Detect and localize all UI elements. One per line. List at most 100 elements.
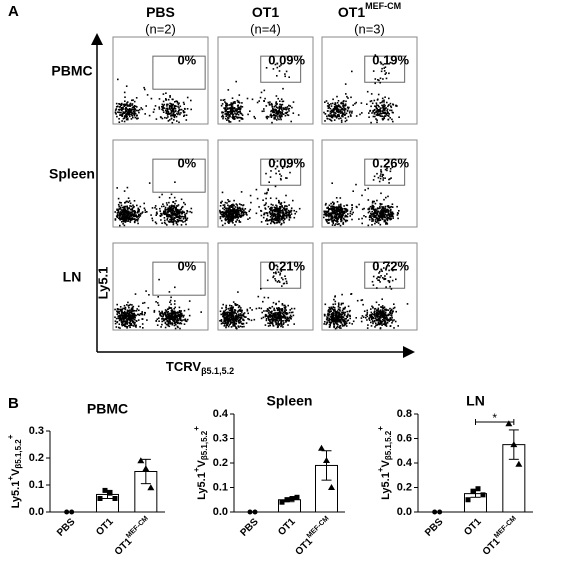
event-dot bbox=[388, 206, 390, 209]
event-dot bbox=[136, 215, 138, 218]
event-dot bbox=[163, 210, 165, 213]
event-dot bbox=[365, 216, 367, 218]
event-dot bbox=[235, 80, 237, 83]
event-dot bbox=[341, 323, 344, 326]
event-dot bbox=[339, 197, 342, 199]
event-dot bbox=[128, 312, 130, 315]
data-point bbox=[69, 509, 75, 515]
event-dot bbox=[129, 309, 131, 311]
event-dot bbox=[275, 108, 277, 111]
event-dot bbox=[346, 209, 348, 211]
event-dot bbox=[119, 213, 122, 216]
event-dot bbox=[379, 314, 382, 317]
event-dot bbox=[332, 317, 335, 320]
event-dot bbox=[378, 315, 381, 318]
event-dot bbox=[334, 314, 336, 317]
event-dot bbox=[345, 325, 348, 327]
event-dot bbox=[268, 181, 270, 183]
event-dot bbox=[166, 110, 168, 112]
event-dot bbox=[264, 313, 267, 316]
data-point bbox=[252, 509, 258, 515]
event-dot bbox=[368, 317, 370, 320]
event-dot bbox=[328, 208, 330, 211]
event-dot bbox=[235, 108, 238, 110]
event-dot bbox=[168, 214, 171, 216]
event-dot bbox=[335, 209, 337, 212]
event-dot bbox=[172, 222, 175, 224]
event-dot bbox=[164, 206, 167, 209]
event-dot bbox=[175, 320, 178, 322]
event-dot bbox=[164, 321, 167, 324]
event-dot bbox=[368, 216, 371, 219]
event-dot bbox=[165, 318, 168, 320]
event-dot bbox=[244, 316, 246, 318]
event-dot bbox=[234, 118, 236, 120]
event-dot bbox=[128, 217, 130, 219]
event-dot bbox=[273, 318, 276, 321]
event-dot bbox=[178, 121, 180, 124]
event-dot bbox=[184, 220, 186, 223]
event-dot bbox=[230, 318, 232, 321]
event-dot bbox=[167, 120, 170, 122]
event-dot bbox=[282, 313, 285, 316]
event-dot bbox=[288, 219, 291, 221]
event-dot bbox=[265, 314, 268, 316]
event-dot bbox=[334, 296, 336, 298]
event-dot bbox=[380, 275, 382, 277]
event-dot bbox=[123, 120, 126, 123]
event-dot bbox=[123, 310, 126, 313]
event-dot bbox=[281, 167, 284, 169]
event-dot bbox=[224, 212, 226, 215]
event-dot bbox=[279, 314, 282, 317]
event-dot bbox=[375, 212, 378, 215]
event-dot bbox=[271, 207, 273, 209]
event-dot bbox=[117, 215, 119, 217]
event-dot bbox=[122, 103, 124, 106]
event-dot bbox=[277, 316, 279, 318]
event-dot bbox=[117, 203, 120, 206]
event-dot bbox=[219, 310, 222, 313]
event-dot bbox=[388, 214, 391, 216]
event-dot bbox=[382, 207, 384, 209]
event-dot bbox=[121, 102, 123, 105]
event-dot bbox=[181, 220, 183, 222]
event-dot bbox=[123, 210, 125, 213]
event-dot bbox=[291, 311, 294, 314]
event-dot bbox=[176, 223, 179, 226]
column-n: (n=4) bbox=[250, 21, 281, 36]
event-dot bbox=[230, 317, 233, 320]
event-dot bbox=[327, 310, 329, 312]
event-dot bbox=[298, 207, 301, 210]
gate-percent: 0% bbox=[177, 259, 196, 274]
event-dot bbox=[379, 61, 382, 63]
event-dot bbox=[337, 104, 340, 106]
event-dot bbox=[148, 182, 151, 184]
y-label-part: + bbox=[6, 434, 15, 439]
event-dot bbox=[125, 106, 127, 109]
event-dot bbox=[228, 320, 230, 323]
event-dot bbox=[288, 215, 291, 218]
data-point bbox=[247, 509, 253, 515]
event-dot bbox=[274, 118, 276, 120]
event-dot bbox=[176, 120, 178, 122]
event-dot bbox=[332, 306, 335, 308]
event-dot bbox=[380, 192, 382, 195]
event-dot bbox=[381, 305, 384, 307]
event-dot bbox=[342, 312, 344, 314]
event-dot bbox=[168, 318, 170, 321]
event-dot bbox=[284, 312, 286, 315]
event-dot bbox=[118, 111, 120, 114]
event-dot bbox=[248, 210, 250, 213]
event-dot bbox=[366, 319, 368, 321]
event-dot bbox=[239, 110, 241, 113]
event-dot bbox=[140, 107, 142, 109]
event-dot bbox=[122, 112, 124, 114]
event-dot bbox=[378, 272, 380, 274]
event-dot bbox=[344, 117, 347, 119]
event-dot bbox=[225, 304, 228, 307]
event-dot bbox=[133, 214, 136, 216]
event-dot bbox=[171, 121, 174, 124]
event-dot bbox=[374, 214, 376, 217]
event-dot bbox=[390, 217, 392, 220]
event-dot bbox=[226, 319, 229, 322]
